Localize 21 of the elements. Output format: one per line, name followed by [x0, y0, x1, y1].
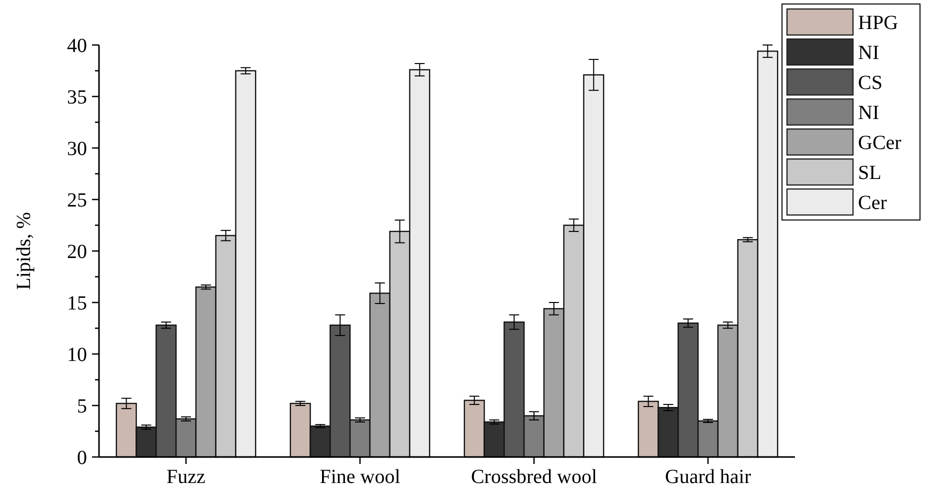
y-tick-label: 35: [67, 86, 87, 108]
x-tick-label: Guard hair: [664, 466, 752, 488]
y-tick-label: 30: [67, 138, 87, 160]
legend-label: NI: [858, 42, 880, 64]
x-tick-label: Fine wool: [320, 466, 401, 488]
y-tick-label: 0: [77, 447, 87, 469]
legend-label: HPG: [858, 12, 898, 34]
y-tick-label: 40: [67, 35, 87, 57]
legend-label: SL: [858, 162, 882, 184]
x-tick-label: Crossbred wool: [470, 466, 598, 488]
y-tick-label: 15: [67, 292, 87, 314]
y-tick-label: 5: [77, 396, 87, 418]
x-tick-label: Fuzz: [166, 466, 206, 488]
legend-label: GCer: [858, 132, 902, 154]
legend-label: CS: [858, 72, 882, 94]
legend-label: NI: [858, 102, 880, 124]
y-tick-label: 10: [67, 344, 87, 366]
y-tick-label: 20: [67, 241, 87, 263]
legend-label: Cer: [858, 192, 888, 214]
y-axis-title: Lipids, %: [13, 212, 35, 290]
y-tick-label: 25: [67, 190, 87, 212]
